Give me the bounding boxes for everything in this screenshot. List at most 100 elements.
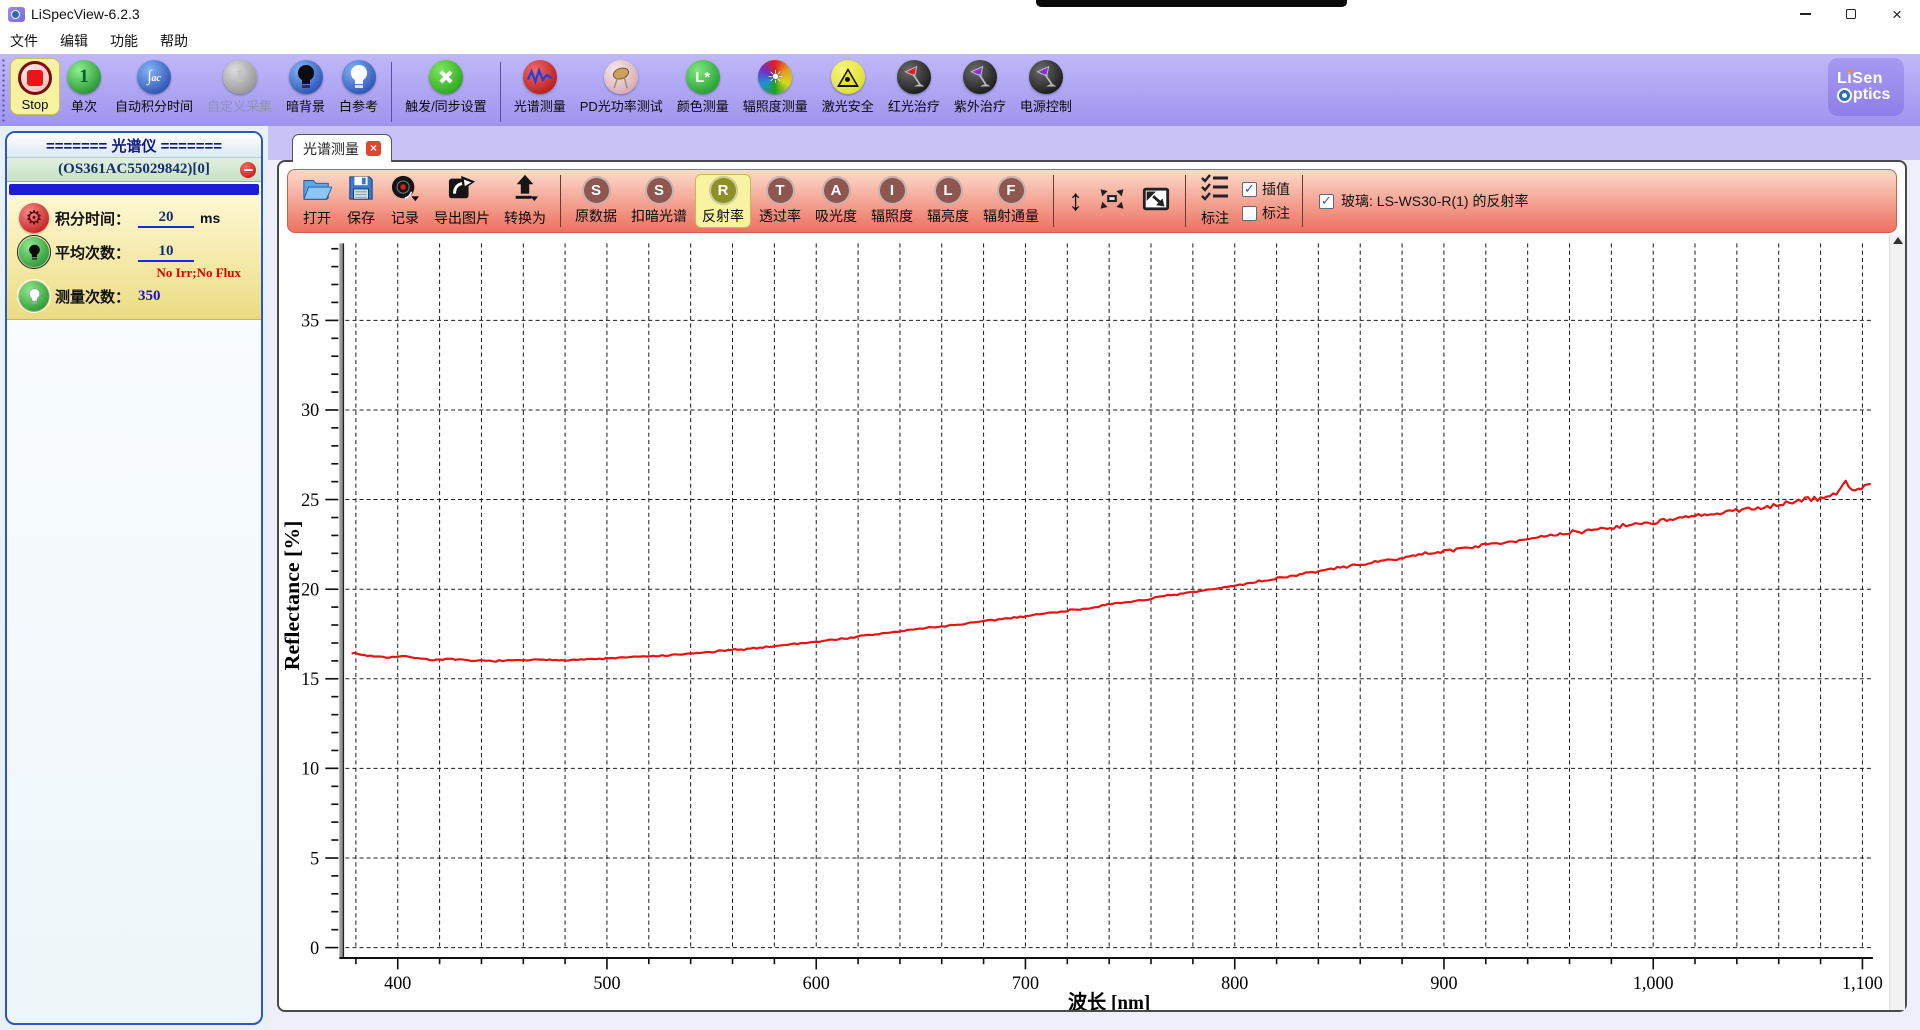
spectrum-chart[interactable]: 0 5 10 15 20 25 30 35 400 500 600 700 800 900 1,000 1,1… [279, 235, 1889, 1010]
device-serial: (OS361AC55029842)[0] [58, 161, 210, 177]
toolbar-button-label: 激光安全 [821, 99, 874, 114]
white-bulb-toggle-icon[interactable] [17, 279, 51, 313]
checkbox-icon[interactable] [1242, 205, 1257, 221]
checkbox-interpolate[interactable]: ✓ 插值 [1242, 179, 1290, 199]
close-button[interactable]: × [1892, 4, 1902, 24]
view-button-zoom-box[interactable] [1135, 184, 1177, 219]
integration-time-label: 积分时间： [55, 210, 131, 228]
toolbar-button-label: Stop [21, 97, 49, 112]
spec-button-save[interactable]: 保存 [340, 173, 382, 229]
chart-scrollbar[interactable] [1889, 235, 1905, 1010]
spec-toolbar-separator [1185, 175, 1186, 227]
dark-bulb-toggle-icon[interactable] [17, 235, 51, 269]
minimize-button[interactable] [1782, 0, 1828, 28]
toolbar-button-stop[interactable]: Stop [10, 58, 60, 115]
toolbar-button-label: 自动积分时间 [115, 99, 194, 114]
spec-button-annotate[interactable]: 标注 [1194, 173, 1236, 229]
toolbar-button-label: 暗背景 [286, 99, 326, 114]
mode-button-reflectance[interactable]: R 反射率 [695, 174, 751, 228]
spectrum-icon [522, 60, 557, 94]
mode-button-dark-subtract[interactable]: S 扣暗光谱 [625, 175, 693, 227]
svg-text:700: 700 [1012, 973, 1039, 993]
measure-count-label: 测量次数： [55, 288, 131, 306]
average-count-value[interactable]: 10 [138, 243, 195, 262]
menu-item-function[interactable]: 功能 [110, 33, 138, 49]
menu-item-file[interactable]: 文件 [10, 33, 38, 49]
mode-button-irradiance[interactable]: I 辐照度 [865, 175, 919, 227]
mode-button-absorbance[interactable]: A 吸光度 [809, 175, 863, 227]
spec-button-record[interactable]: 记录 [384, 173, 426, 229]
mode-letter-icon: I [877, 176, 907, 205]
svg-text:15: 15 [301, 669, 319, 689]
spec-toolbar-separator [1302, 175, 1303, 227]
toolbar-button-irradiance-measure[interactable]: ☀ 辐照度测量 [736, 58, 815, 117]
spec-button-export-image[interactable]: 导出图片 [428, 173, 496, 229]
spectrum-content-panel: 打开 保存 记录 导出图片 转换为 S 原数据 S 扣暗光谱 R 反射率 T 透过率 A 吸光度 I 辐照度 L 辐… [277, 160, 1907, 1012]
mode-button-raw-data[interactable]: S 原数据 [569, 175, 623, 227]
svg-text:5: 5 [310, 848, 319, 868]
laser-warning-icon [830, 60, 865, 94]
maximize-button[interactable] [1828, 0, 1874, 28]
open-folder-icon [302, 174, 333, 207]
toolbar-button-custom-acquire: 1 自定义采集 [200, 58, 279, 117]
toolbar-button-power-control[interactable]: 电源控制 [1013, 58, 1079, 117]
menu-item-edit[interactable]: 编辑 [60, 33, 88, 49]
toolbar-button-white-reference[interactable]: 白参考 [332, 58, 385, 117]
toolbar-button-laser-safety[interactable]: 激光安全 [815, 58, 881, 117]
toolbar-button-auto-integration[interactable]: ∫ac 自动积分时间 [108, 58, 200, 117]
checklist-icon [1200, 174, 1230, 207]
toolbar-button-single[interactable]: 1 单次 [60, 58, 108, 117]
spectrum-toolbar: 打开 保存 记录 导出图片 转换为 S 原数据 S 扣暗光谱 R 反射率 T 透过率 A 吸光度 I 辐照度 L 辐… [287, 169, 1897, 233]
mode-button-radiance[interactable]: L 辐亮度 [921, 175, 975, 227]
svg-text:波长 [nm]: 波长 [nm] [1068, 991, 1150, 1010]
mode-button-radiant-flux[interactable]: F 辐射通量 [977, 175, 1045, 227]
view-button-vertical-scale[interactable]: ↕ [1062, 186, 1089, 216]
mode-letter-icon: R [708, 176, 738, 205]
toolbar-drag-handle[interactable] [1, 58, 6, 122]
tab-close-icon[interactable]: × [366, 141, 381, 156]
toolbar-button-trigger-sync[interactable]: ✚ 触发/同步设置 [398, 58, 494, 117]
toolbar-button-dark-background[interactable]: 暗背景 [279, 58, 332, 117]
scroll-up-icon[interactable] [1892, 237, 1903, 244]
integration-time-value[interactable]: 20 [138, 209, 195, 228]
convert-arrow-icon [510, 174, 540, 207]
display-options: ✓ 插值标注 [1238, 179, 1294, 223]
svg-text:25: 25 [301, 490, 319, 510]
toolbar-button-label: 单次 [70, 99, 97, 114]
checkbox-icon[interactable]: ✓ [1242, 181, 1257, 197]
zoom-box-icon [1141, 185, 1171, 218]
progress-bar [9, 184, 259, 195]
tab-spectrum-measure[interactable]: 光谱测量 × [292, 134, 392, 162]
lisen-optics-logo: LiSen ptics [1828, 58, 1904, 116]
toolbar-button-pd-power-test[interactable]: PD光功率测试 [573, 58, 670, 117]
view-button-fit-view[interactable] [1091, 184, 1133, 219]
mode-button-transmittance[interactable]: T 透过率 [753, 175, 807, 227]
menu-bar: 文件 编辑 功能 帮助 [0, 28, 1920, 54]
toolbar-button-color-measure[interactable]: L* 颜色测量 [670, 58, 736, 117]
save-floppy-icon [346, 174, 376, 207]
custom-acquire-icon: 1 [222, 60, 257, 94]
checkbox-icon[interactable]: ✓ [1319, 193, 1334, 209]
settings-gear-icon[interactable]: ⚙ [19, 203, 49, 233]
svg-text:0: 0 [310, 938, 319, 958]
remove-device-button[interactable] [240, 162, 256, 178]
device-row[interactable]: (OS361AC55029842)[0] [7, 158, 261, 182]
checkbox-annotation[interactable]: 标注 [1242, 203, 1290, 223]
spec-button-convert-to[interactable]: 转换为 [498, 173, 552, 229]
spec-toolbar-separator [1053, 175, 1054, 227]
toolbar-button-spectrum-measure[interactable]: 光谱测量 [507, 58, 573, 117]
white-bulb-icon [341, 60, 376, 94]
series-visibility-checkbox[interactable]: ✓ 玻璃: LS-WS30-R(1) 的反射率 [1311, 191, 1536, 211]
toolbar-button-red-therapy[interactable]: 红光治疗 [881, 58, 947, 117]
toolbar-button-label: 辐照度测量 [742, 99, 808, 114]
spectrometer-sidebar: ======= 光谱仪 ======= (OS361AC55029842)[0]… [0, 126, 268, 1030]
irradiance-sun-icon: ☀ [758, 60, 793, 94]
single-shot-icon: 1 [67, 60, 101, 94]
menu-item-help[interactable]: 帮助 [160, 33, 188, 49]
stop-icon [18, 61, 52, 95]
toolbar-button-uv-therapy[interactable]: 紫外治疗 [947, 58, 1013, 117]
svg-text:35: 35 [301, 310, 319, 330]
fit-view-icon [1097, 185, 1127, 218]
spec-button-open[interactable]: 打开 [296, 173, 338, 229]
